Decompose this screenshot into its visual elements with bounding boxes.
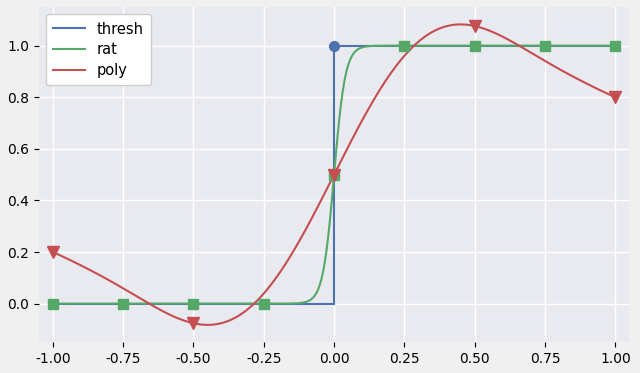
thresh	[330, 43, 338, 48]
poly	[289, 250, 297, 254]
rat	[601, 43, 609, 48]
rat	[289, 301, 297, 306]
poly	[265, 285, 273, 290]
rat	[147, 301, 154, 306]
poly	[204, 323, 212, 327]
thresh	[612, 43, 620, 48]
poly	[540, 58, 548, 63]
poly	[456, 22, 464, 26]
rat	[265, 301, 273, 306]
Line: rat: rat	[52, 46, 616, 304]
rat	[49, 301, 56, 306]
Legend: thresh, rat, poly: thresh, rat, poly	[46, 14, 151, 85]
rat	[537, 43, 545, 48]
rat	[113, 301, 121, 306]
poly	[49, 250, 56, 254]
rat	[612, 43, 620, 48]
poly	[113, 282, 121, 287]
poly	[601, 90, 609, 95]
rat	[540, 43, 548, 48]
Line: poly: poly	[52, 24, 616, 325]
poly	[612, 95, 620, 100]
poly	[147, 302, 154, 307]
